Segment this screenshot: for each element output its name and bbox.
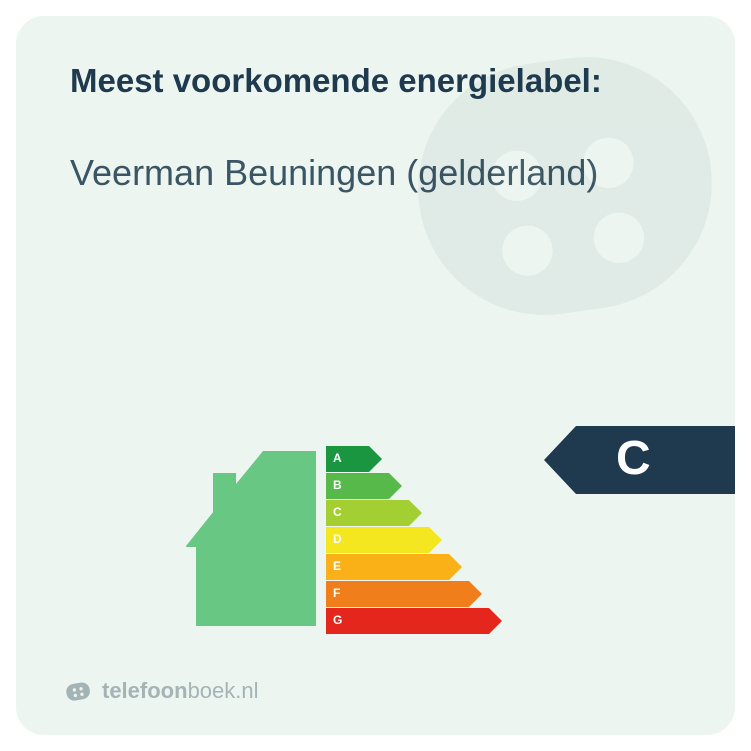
energy-bar — [326, 527, 442, 553]
energy-bar-row: G — [326, 608, 726, 635]
house-icon — [186, 451, 316, 626]
energy-bar-label: G — [333, 613, 342, 627]
selected-label-letter: C — [616, 431, 651, 486]
energy-bar-label: B — [333, 478, 342, 492]
energy-bar-label: E — [333, 559, 341, 573]
brand-phone-icon — [64, 677, 92, 705]
energy-bar-label: A — [333, 451, 342, 465]
energy-bar-label: F — [333, 586, 340, 600]
energy-bar — [326, 608, 502, 634]
brand-tld: .nl — [235, 678, 258, 703]
energy-bar-row: D — [326, 527, 726, 554]
energy-bar-label: C — [333, 505, 342, 519]
energy-label-card: Meest voorkomende energielabel: Veerman … — [16, 16, 735, 735]
selected-label-badge: C — [544, 426, 735, 494]
energy-bar — [326, 581, 482, 607]
brand-footer: telefoonboek.nl — [64, 677, 259, 705]
energy-bar-row: F — [326, 581, 726, 608]
energy-bar-row: C — [326, 500, 726, 527]
energy-bar-label: D — [333, 532, 342, 546]
energy-bar — [326, 554, 462, 580]
brand-text: telefoonboek.nl — [102, 678, 259, 704]
watermark-phone-icon — [328, 16, 735, 423]
brand-bold: telefoon — [102, 678, 188, 703]
brand-light: boek — [188, 678, 236, 703]
energy-bar-row: E — [326, 554, 726, 581]
